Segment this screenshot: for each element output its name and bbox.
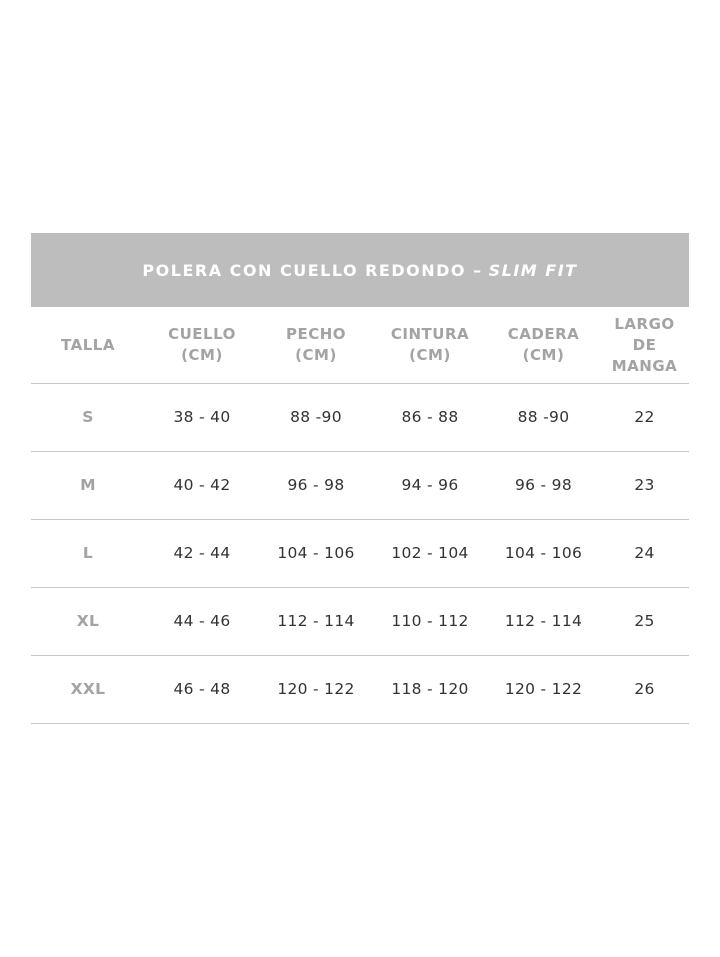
cell-largo-de-manga: 25 xyxy=(634,612,655,630)
header-cuello: CUELLO (CM) xyxy=(145,324,259,366)
cell-cadera: 96 - 98 xyxy=(515,476,572,494)
header-cintura: CINTURA (CM) xyxy=(373,324,487,366)
cell-largo-de-manga: 24 xyxy=(634,544,655,562)
cell-cuello: 46 - 48 xyxy=(173,680,231,698)
title-fit: SLIM FIT xyxy=(488,260,578,280)
size-label: M xyxy=(80,476,96,494)
cell-cuello: 38 - 40 xyxy=(173,408,231,426)
size-chart-table: POLERA CON CUELLO REDONDO – SLIM FIT TAL… xyxy=(31,233,689,724)
cell-cintura: 86 - 88 xyxy=(401,408,459,426)
header-text: (CM) xyxy=(295,346,337,364)
cell-cadera: 112 - 114 xyxy=(504,612,583,630)
cell-cuello: 42 - 44 xyxy=(173,544,231,562)
cell-pecho: 112 - 114 xyxy=(277,612,355,630)
header-text: CINTURA xyxy=(390,325,470,343)
header-largo-de-manga: LARGO DE MANGA xyxy=(600,314,689,377)
size-label: L xyxy=(82,544,94,562)
header-text: CUELLO xyxy=(168,325,236,343)
title-main: POLERA CON CUELLO REDONDO – xyxy=(142,260,483,280)
cell-largo-de-manga: 22 xyxy=(634,408,655,426)
size-label: S xyxy=(82,408,94,426)
header-text: PECHO xyxy=(285,325,347,343)
header-text: (CM) xyxy=(181,346,223,364)
cell-largo-de-manga: 26 xyxy=(634,680,655,698)
cell-cintura: 110 - 112 xyxy=(391,612,469,630)
table-row: L 42 - 44 104 - 106 102 - 104 104 - 106 24 xyxy=(31,520,689,588)
cell-largo-de-manga: 23 xyxy=(634,476,655,494)
header-talla: TALLA xyxy=(31,335,145,356)
header-pecho: PECHO (CM) xyxy=(259,324,373,366)
cell-cuello: 44 - 46 xyxy=(173,612,231,630)
cell-pecho: 104 - 106 xyxy=(277,544,355,562)
table-row: S 38 - 40 88 -90 86 - 88 88 -90 22 xyxy=(31,384,689,452)
header-text: TALLA xyxy=(61,335,115,354)
cell-cintura: 94 - 96 xyxy=(401,476,459,494)
header-cadera: CADERA (CM) xyxy=(487,324,600,366)
table-row: XXL 46 - 48 120 - 122 118 - 120 120 - 122 26 xyxy=(31,656,689,724)
header-text: MANGA xyxy=(611,356,678,375)
table-title: POLERA CON CUELLO REDONDO – SLIM FIT xyxy=(31,233,689,307)
header-text: CADERA xyxy=(507,325,580,343)
size-label: XL xyxy=(76,612,100,630)
cell-pecho: 88 -90 xyxy=(290,408,342,426)
header-text: (CM) xyxy=(522,346,565,364)
cell-cadera: 88 -90 xyxy=(517,408,570,426)
table-row: XL 44 - 46 112 - 114 110 - 112 112 - 114 25 xyxy=(31,588,689,656)
cell-cadera: 120 - 122 xyxy=(504,680,583,698)
cell-cadera: 104 - 106 xyxy=(504,544,583,562)
cell-pecho: 120 - 122 xyxy=(277,680,355,698)
cell-cintura: 102 - 104 xyxy=(391,544,469,562)
column-headers: TALLA CUELLO (CM) PECHO (CM) CINTURA (CM) CADER… xyxy=(31,307,689,384)
cell-cuello: 40 - 42 xyxy=(173,476,231,494)
header-text: (CM) xyxy=(409,346,451,364)
cell-pecho: 96 - 98 xyxy=(287,476,345,494)
cell-cintura: 118 - 120 xyxy=(391,680,469,698)
table-row: M 40 - 42 96 - 98 94 - 96 96 - 98 23 xyxy=(31,452,689,520)
size-label: XXL xyxy=(70,680,106,698)
header-text: LARGO DE xyxy=(614,314,675,354)
